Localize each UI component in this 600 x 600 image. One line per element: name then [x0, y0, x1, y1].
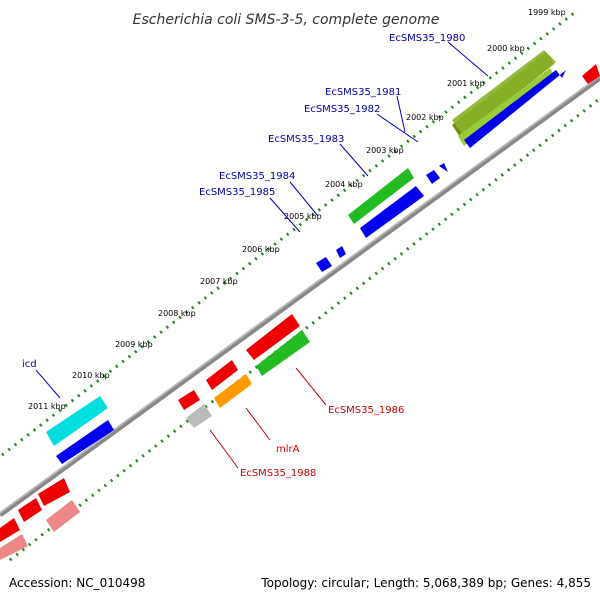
- accession-text: Accession: NC_010498: [9, 576, 146, 590]
- olive-gene-1980[interactable]: [452, 50, 556, 134]
- green-gene-1983[interactable]: [348, 168, 414, 224]
- pink-gene-lower-a[interactable]: [46, 500, 80, 532]
- kbp-label: 1999 kbp: [528, 8, 566, 17]
- red-gene-1988[interactable]: [178, 390, 200, 410]
- orange-gene-mlra[interactable]: [214, 374, 252, 408]
- blue-gene-1985[interactable]: [336, 246, 346, 258]
- blue-gene-1983[interactable]: [360, 186, 424, 238]
- gene-label-icd[interactable]: icd: [22, 359, 37, 370]
- kbp-label: 2005 kbp: [284, 212, 322, 221]
- inner-tick-track: [9, 98, 599, 562]
- gray-gene-1988[interactable]: [186, 404, 212, 428]
- kbp-label: 2008 kbp: [158, 309, 196, 318]
- kbp-label: 2007 kbp: [200, 277, 238, 286]
- red-gene-lower-b[interactable]: [18, 498, 42, 522]
- gene-label-ecsms35-1984[interactable]: EcSMS35_1984: [219, 171, 295, 182]
- pink-gene-lower-b[interactable]: [0, 534, 28, 560]
- gene-label-ecsms35-1988[interactable]: EcSMS35_1988: [240, 468, 316, 479]
- kbp-label: 2000 kbp: [487, 44, 525, 53]
- gene-label-mlra[interactable]: mlrA: [276, 444, 300, 455]
- gene-label-ecsms35-1985[interactable]: EcSMS35_1985: [199, 187, 275, 198]
- red-gene-lower-c[interactable]: [0, 518, 20, 542]
- blue-gene-1981[interactable]: [426, 170, 440, 184]
- genome-summary-text: Topology: circular; Length: 5,068,389 bp…: [261, 576, 591, 590]
- genome-backbone-highlight: [0, 75, 600, 514]
- red-gene-lower-a[interactable]: [38, 478, 70, 506]
- cyan-gene-icd[interactable]: [46, 396, 108, 446]
- kbp-label: 2010 kbp: [72, 371, 110, 380]
- gene-label-ecsms35-1983[interactable]: EcSMS35_1983: [268, 134, 344, 145]
- blue-gene-1982[interactable]: [439, 163, 448, 172]
- kbp-label: 2002 kbp: [406, 113, 444, 122]
- blue-gene-1980[interactable]: [464, 70, 566, 148]
- green-gene-1986[interactable]: [256, 330, 310, 376]
- blue-gene-icd[interactable]: [56, 420, 114, 464]
- kbp-label: 2004 kbp: [325, 180, 363, 189]
- map-title: Escherichia coli SMS-3-5, complete genom…: [133, 12, 440, 28]
- gene-label-ecsms35-1986[interactable]: EcSMS35_1986: [328, 405, 404, 416]
- leader-lines-reverse: [209, 367, 327, 469]
- kbp-label: 2001 kbp: [447, 79, 485, 88]
- kbp-label: 2009 kbp: [115, 340, 153, 349]
- gene-label-ecsms35-1980[interactable]: EcSMS35_1980: [389, 33, 465, 44]
- red-gene-edge[interactable]: [582, 64, 600, 84]
- red-gene-1986[interactable]: [246, 314, 300, 360]
- kbp-label: 2006 kbp: [242, 245, 280, 254]
- red-gene-mlra-upper[interactable]: [206, 360, 238, 390]
- kbp-label: 2011 kbp: [28, 402, 66, 411]
- gene-label-ecsms35-1982[interactable]: EcSMS35_1982: [304, 104, 380, 115]
- leader-lines-forward: [35, 41, 489, 399]
- outer-tick-track: [1, 8, 579, 457]
- blue-gene-1984[interactable]: [316, 257, 332, 272]
- gene-label-ecsms35-1981[interactable]: EcSMS35_1981: [325, 87, 401, 98]
- genome-backbone: [0, 75, 600, 518]
- kbp-label: 2003 kbp: [366, 146, 404, 155]
